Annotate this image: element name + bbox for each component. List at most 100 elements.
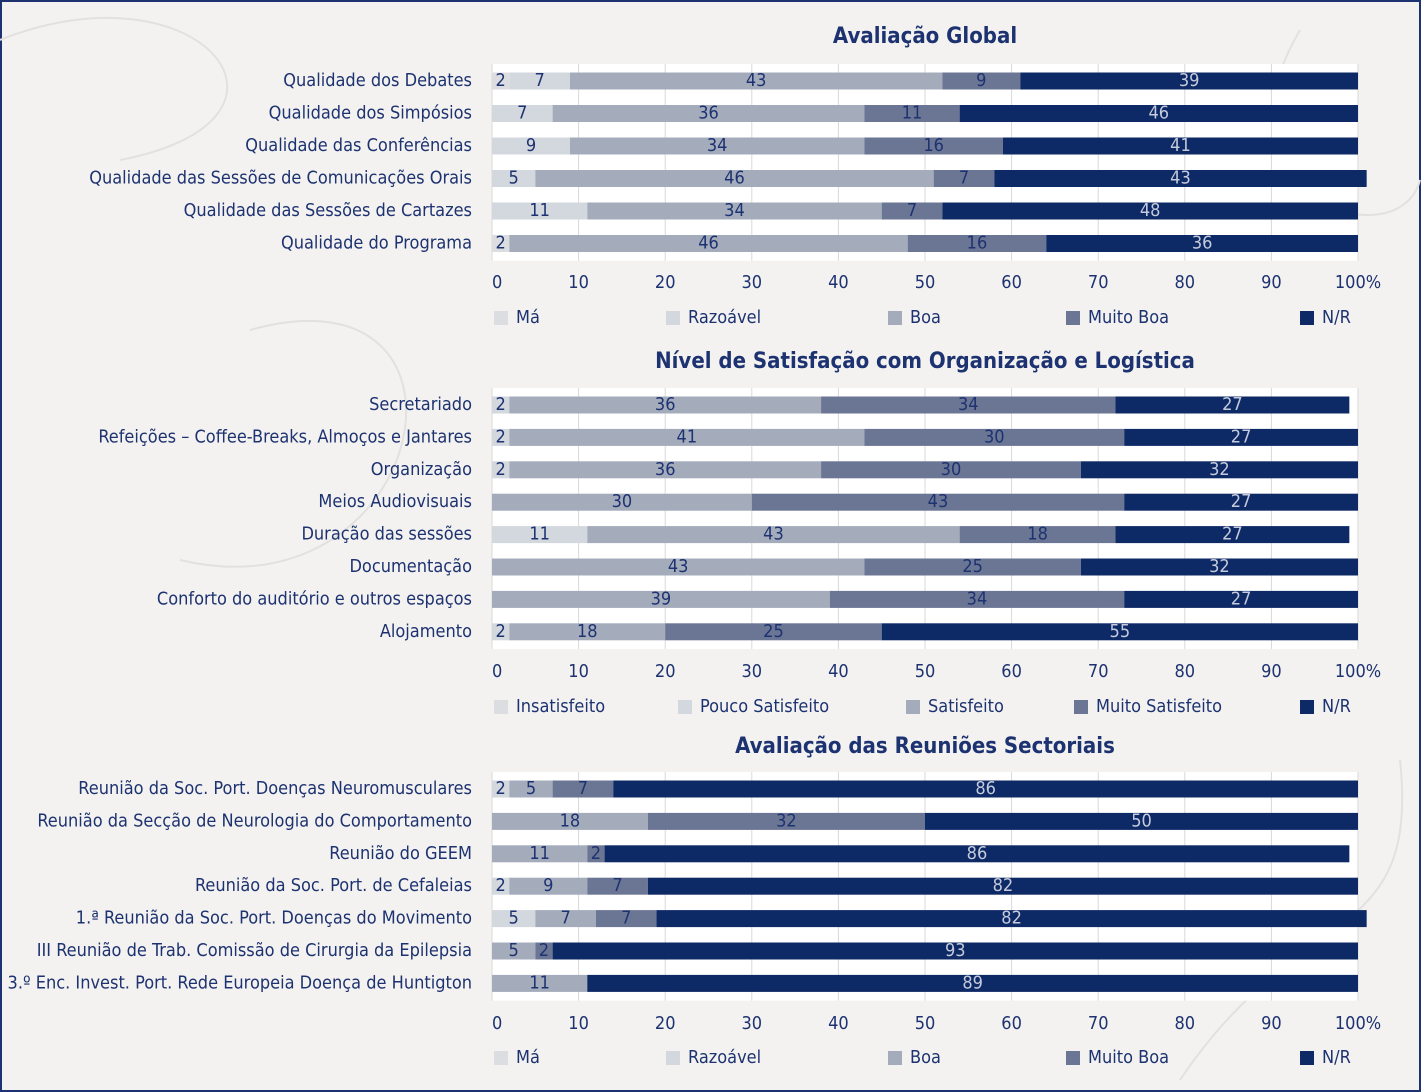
value-label: 5 [508, 940, 518, 961]
value-label: 48 [1140, 200, 1161, 221]
category-label: Meios Audiovisuais [318, 491, 472, 512]
category-label: III Reunião de Trab. Comissão de Cirurgi… [37, 940, 472, 961]
value-label: 5 [508, 168, 518, 189]
x-tick-label: 60 [1001, 272, 1022, 293]
x-tick-label: 50 [915, 1013, 936, 1034]
value-label: 7 [560, 908, 570, 929]
legend-label: Razoável [688, 1047, 761, 1068]
value-label: 2 [496, 233, 506, 254]
legend-swatch [494, 700, 508, 714]
value-label: 89 [962, 972, 983, 993]
value-label: 27 [1231, 588, 1252, 609]
value-label: 18 [1027, 524, 1048, 545]
legend-swatch [678, 700, 692, 714]
category-label: Reunião da Secção de Neurologia do Compo… [37, 810, 472, 831]
x-tick-label: 10 [568, 1013, 589, 1034]
value-label: 39 [651, 588, 672, 609]
x-tick-label: 0 [492, 272, 502, 293]
value-label: 5 [526, 778, 536, 799]
category-label: Duração das sessões [301, 524, 472, 545]
x-tick-label: 40 [828, 272, 849, 293]
value-label: 7 [578, 778, 588, 799]
value-label: 30 [941, 459, 962, 480]
x-tick-label: 30 [741, 272, 762, 293]
value-label: 36 [655, 459, 676, 480]
value-label: 2 [496, 394, 506, 415]
legend-swatch [666, 1051, 680, 1065]
value-label: 93 [945, 940, 966, 961]
legend-swatch [1300, 1051, 1314, 1065]
legend-label: Má [516, 307, 540, 328]
legend-label: N/R [1322, 1047, 1351, 1068]
value-label: 27 [1222, 394, 1243, 415]
x-tick-label: 30 [741, 1013, 762, 1034]
value-label: 2 [496, 875, 506, 896]
value-label: 27 [1222, 524, 1243, 545]
value-label: 7 [612, 875, 622, 896]
value-label: 55 [1110, 621, 1131, 642]
category-label: Qualidade das Sessões de Comunicações Or… [89, 168, 472, 189]
value-label: 43 [928, 491, 949, 512]
value-label: 7 [621, 908, 631, 929]
value-label: 25 [962, 556, 983, 577]
category-label: Documentação [349, 556, 472, 577]
value-label: 82 [993, 875, 1014, 896]
category-label: Qualidade dos Debates [283, 70, 472, 91]
value-label: 9 [543, 875, 553, 896]
legend-label: N/R [1322, 307, 1351, 328]
value-label: 36 [1192, 233, 1213, 254]
legend-swatch [1074, 700, 1088, 714]
value-label: 50 [1131, 810, 1152, 831]
x-tick-label: 60 [1001, 1013, 1022, 1034]
value-label: 34 [707, 135, 728, 156]
value-label: 27 [1231, 491, 1252, 512]
value-label: 2 [496, 70, 506, 91]
x-tick-label: 90 [1261, 1013, 1282, 1034]
chart-page: Avaliação Global0102030405060708090100%Q… [0, 0, 1421, 1092]
legend-swatch [666, 311, 680, 325]
legend-label: Boa [910, 307, 941, 328]
value-label: 43 [763, 524, 784, 545]
category-label: Qualidade das Sessões de Cartazes [184, 200, 472, 221]
x-tick-label: 10 [568, 272, 589, 293]
legend-label: Pouco Satisfeito [700, 696, 829, 717]
value-label: 7 [907, 200, 917, 221]
category-label: Qualidade dos Simpósios [269, 103, 472, 124]
legend-label: Razoável [688, 307, 761, 328]
value-label: 9 [976, 70, 986, 91]
legend-swatch [906, 700, 920, 714]
value-label: 25 [763, 621, 784, 642]
value-label: 34 [967, 588, 988, 609]
value-label: 34 [958, 394, 979, 415]
value-label: 86 [967, 843, 988, 864]
legend-swatch [888, 1051, 902, 1065]
x-tick-label: 70 [1088, 1013, 1109, 1034]
value-label: 82 [1001, 908, 1022, 929]
x-tick-label: 80 [1174, 661, 1195, 682]
x-tick-label: 90 [1261, 661, 1282, 682]
value-label: 16 [923, 135, 944, 156]
legend-label: Muito Boa [1088, 307, 1169, 328]
value-label: 11 [529, 972, 550, 993]
category-label: Qualidade do Programa [281, 233, 472, 254]
value-label: 39 [1179, 70, 1200, 91]
legend-swatch [1300, 311, 1314, 325]
legend-label: Boa [910, 1047, 941, 1068]
x-tick-label: 20 [655, 661, 676, 682]
chart-title: Nível de Satisfação com Organização e Lo… [655, 349, 1195, 374]
x-tick-label: 80 [1174, 1013, 1195, 1034]
value-label: 2 [496, 621, 506, 642]
value-label: 18 [560, 810, 581, 831]
chart-title: Avaliação Global [833, 24, 1017, 49]
legend-label: Muito Satisfeito [1096, 696, 1222, 717]
x-tick-label: 50 [915, 272, 936, 293]
value-label: 43 [746, 70, 767, 91]
value-label: 46 [698, 233, 719, 254]
page: Avaliação Global0102030405060708090100%Q… [0, 0, 1421, 1092]
value-label: 36 [698, 103, 719, 124]
x-tick-label: 20 [655, 272, 676, 293]
value-label: 2 [496, 459, 506, 480]
value-label: 43 [668, 556, 689, 577]
legend-label: Satisfeito [928, 696, 1004, 717]
category-label: 1.ª Reunião da Soc. Port. Doenças do Mov… [76, 908, 472, 929]
